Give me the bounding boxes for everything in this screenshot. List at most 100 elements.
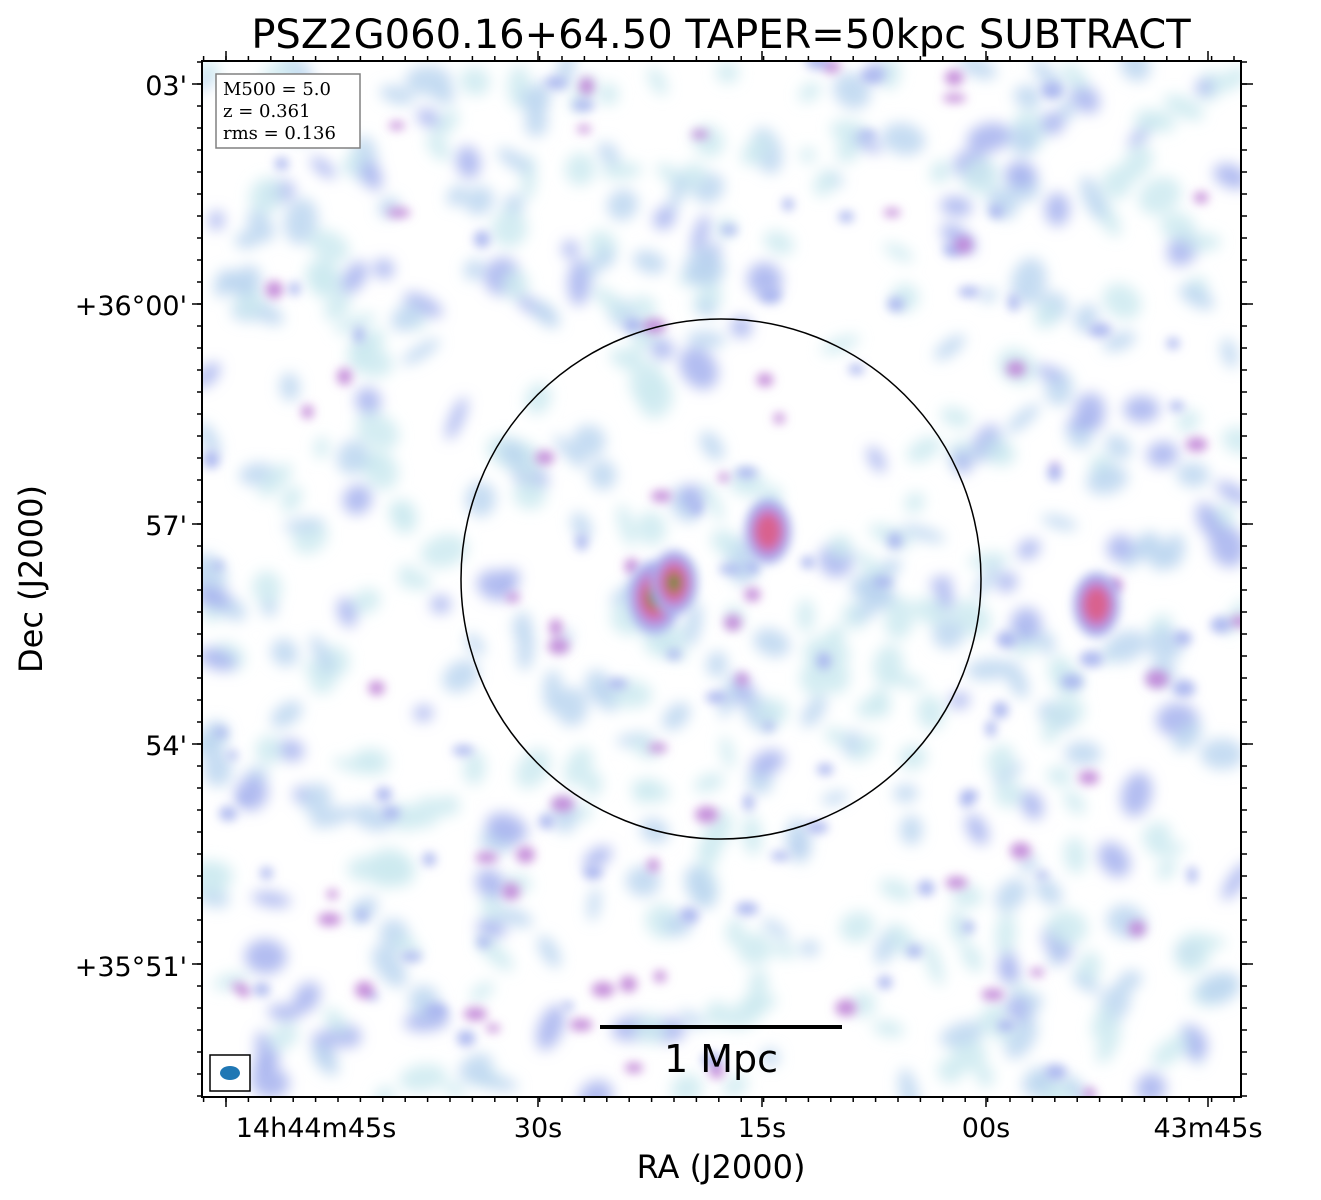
noise-blob [952,450,972,474]
noise-blob [836,137,861,163]
noise-blob [949,910,969,945]
noise-blob [873,644,904,687]
noise-blob [1215,481,1241,505]
noise-blob [1020,790,1044,820]
noise-blob [573,804,593,821]
noise-blob [853,134,882,154]
noise-core [647,858,660,873]
noise-blob [532,80,551,113]
noise-blob [856,695,887,719]
emission-map [202,61,1241,1097]
noise-blob [653,206,676,230]
noise-blob [762,918,789,940]
noise-blob [1213,163,1241,189]
noise-blob [1097,842,1131,878]
noise-core [260,867,273,880]
noise-core [375,786,392,803]
noise-blob [682,162,708,186]
noise-core [1173,631,1192,646]
noise-core [872,576,893,588]
noise-blob [1086,465,1129,495]
noise-blob [589,460,617,490]
noise-blob [881,122,926,156]
noise-core [463,1007,488,1021]
noise-blob [1046,766,1073,786]
noise-blob [1120,61,1151,82]
noise-blob [202,422,221,456]
noise-core [887,297,905,312]
noise-core [502,883,521,901]
noise-blob [277,739,305,762]
source-contour [755,513,781,549]
noise-core [356,909,368,922]
noise-blob [884,596,915,640]
noise-blob [371,945,407,988]
noise-blob [630,296,657,318]
noise-core [1210,616,1232,634]
noise-blob [821,334,860,355]
noise-blob [839,911,875,942]
noise-blob [536,1005,565,1051]
noise-core [746,561,760,574]
noise-blob [710,529,741,556]
noise-blob [252,570,282,605]
noise-blob [631,779,670,803]
noise-core [476,936,491,949]
noise-blob [841,730,861,756]
noise-blob [585,669,612,704]
noise-blob [916,695,945,730]
noise-blob [555,687,588,727]
noise-blob [1070,82,1100,114]
noise-core [917,880,935,896]
noise-blob [1173,721,1203,752]
noise-blob [879,878,914,901]
noise-blob [966,659,1011,681]
y-tick-label: +36°00' [75,291,187,322]
noise-blob [1010,607,1042,642]
noise-blob [250,1066,290,1097]
noise-core [583,864,603,880]
noise-core [1128,920,1146,937]
noise-blob [992,762,1023,784]
noise-core [756,373,774,387]
noise-core [648,743,668,753]
noise-core [763,721,775,731]
noise-blob [1013,85,1042,109]
noise-blob [1046,909,1088,946]
noise-core [473,230,491,248]
noise-core [547,638,570,655]
y-tick-label: +35°51' [75,952,187,983]
noise-core [1041,81,1064,100]
x-axis-label: RA (J2000) [637,1148,806,1186]
noise-blob [284,198,318,245]
noise-blob [1034,302,1059,329]
noise-core [1006,360,1026,377]
noise-core [743,794,755,812]
noise-blob [697,300,717,317]
noise-blob [728,471,767,497]
noise-blob [597,141,620,167]
noise-blob [401,338,441,365]
noise-blob [341,149,363,175]
noise-blob [828,665,851,695]
noise-core [679,907,700,924]
noise-blob [379,85,415,105]
noise-blob [202,751,233,787]
noise-blob [930,160,952,184]
noise-core [227,750,239,760]
noise-blob [1080,176,1107,221]
noise-core [606,678,628,690]
noise-blob [996,572,1018,593]
noise-core [274,157,289,171]
noise-core [424,1002,448,1020]
axis-ticks [192,51,1253,1107]
noise-blob [342,484,373,515]
noise-blob [219,270,253,294]
noise-core [422,852,437,867]
noise-blob [565,152,596,186]
noise-blob [1040,111,1065,135]
noise-blob [336,439,369,475]
noise-blob [355,411,400,450]
noise-blob [1035,365,1063,381]
noise-blob [650,338,675,360]
